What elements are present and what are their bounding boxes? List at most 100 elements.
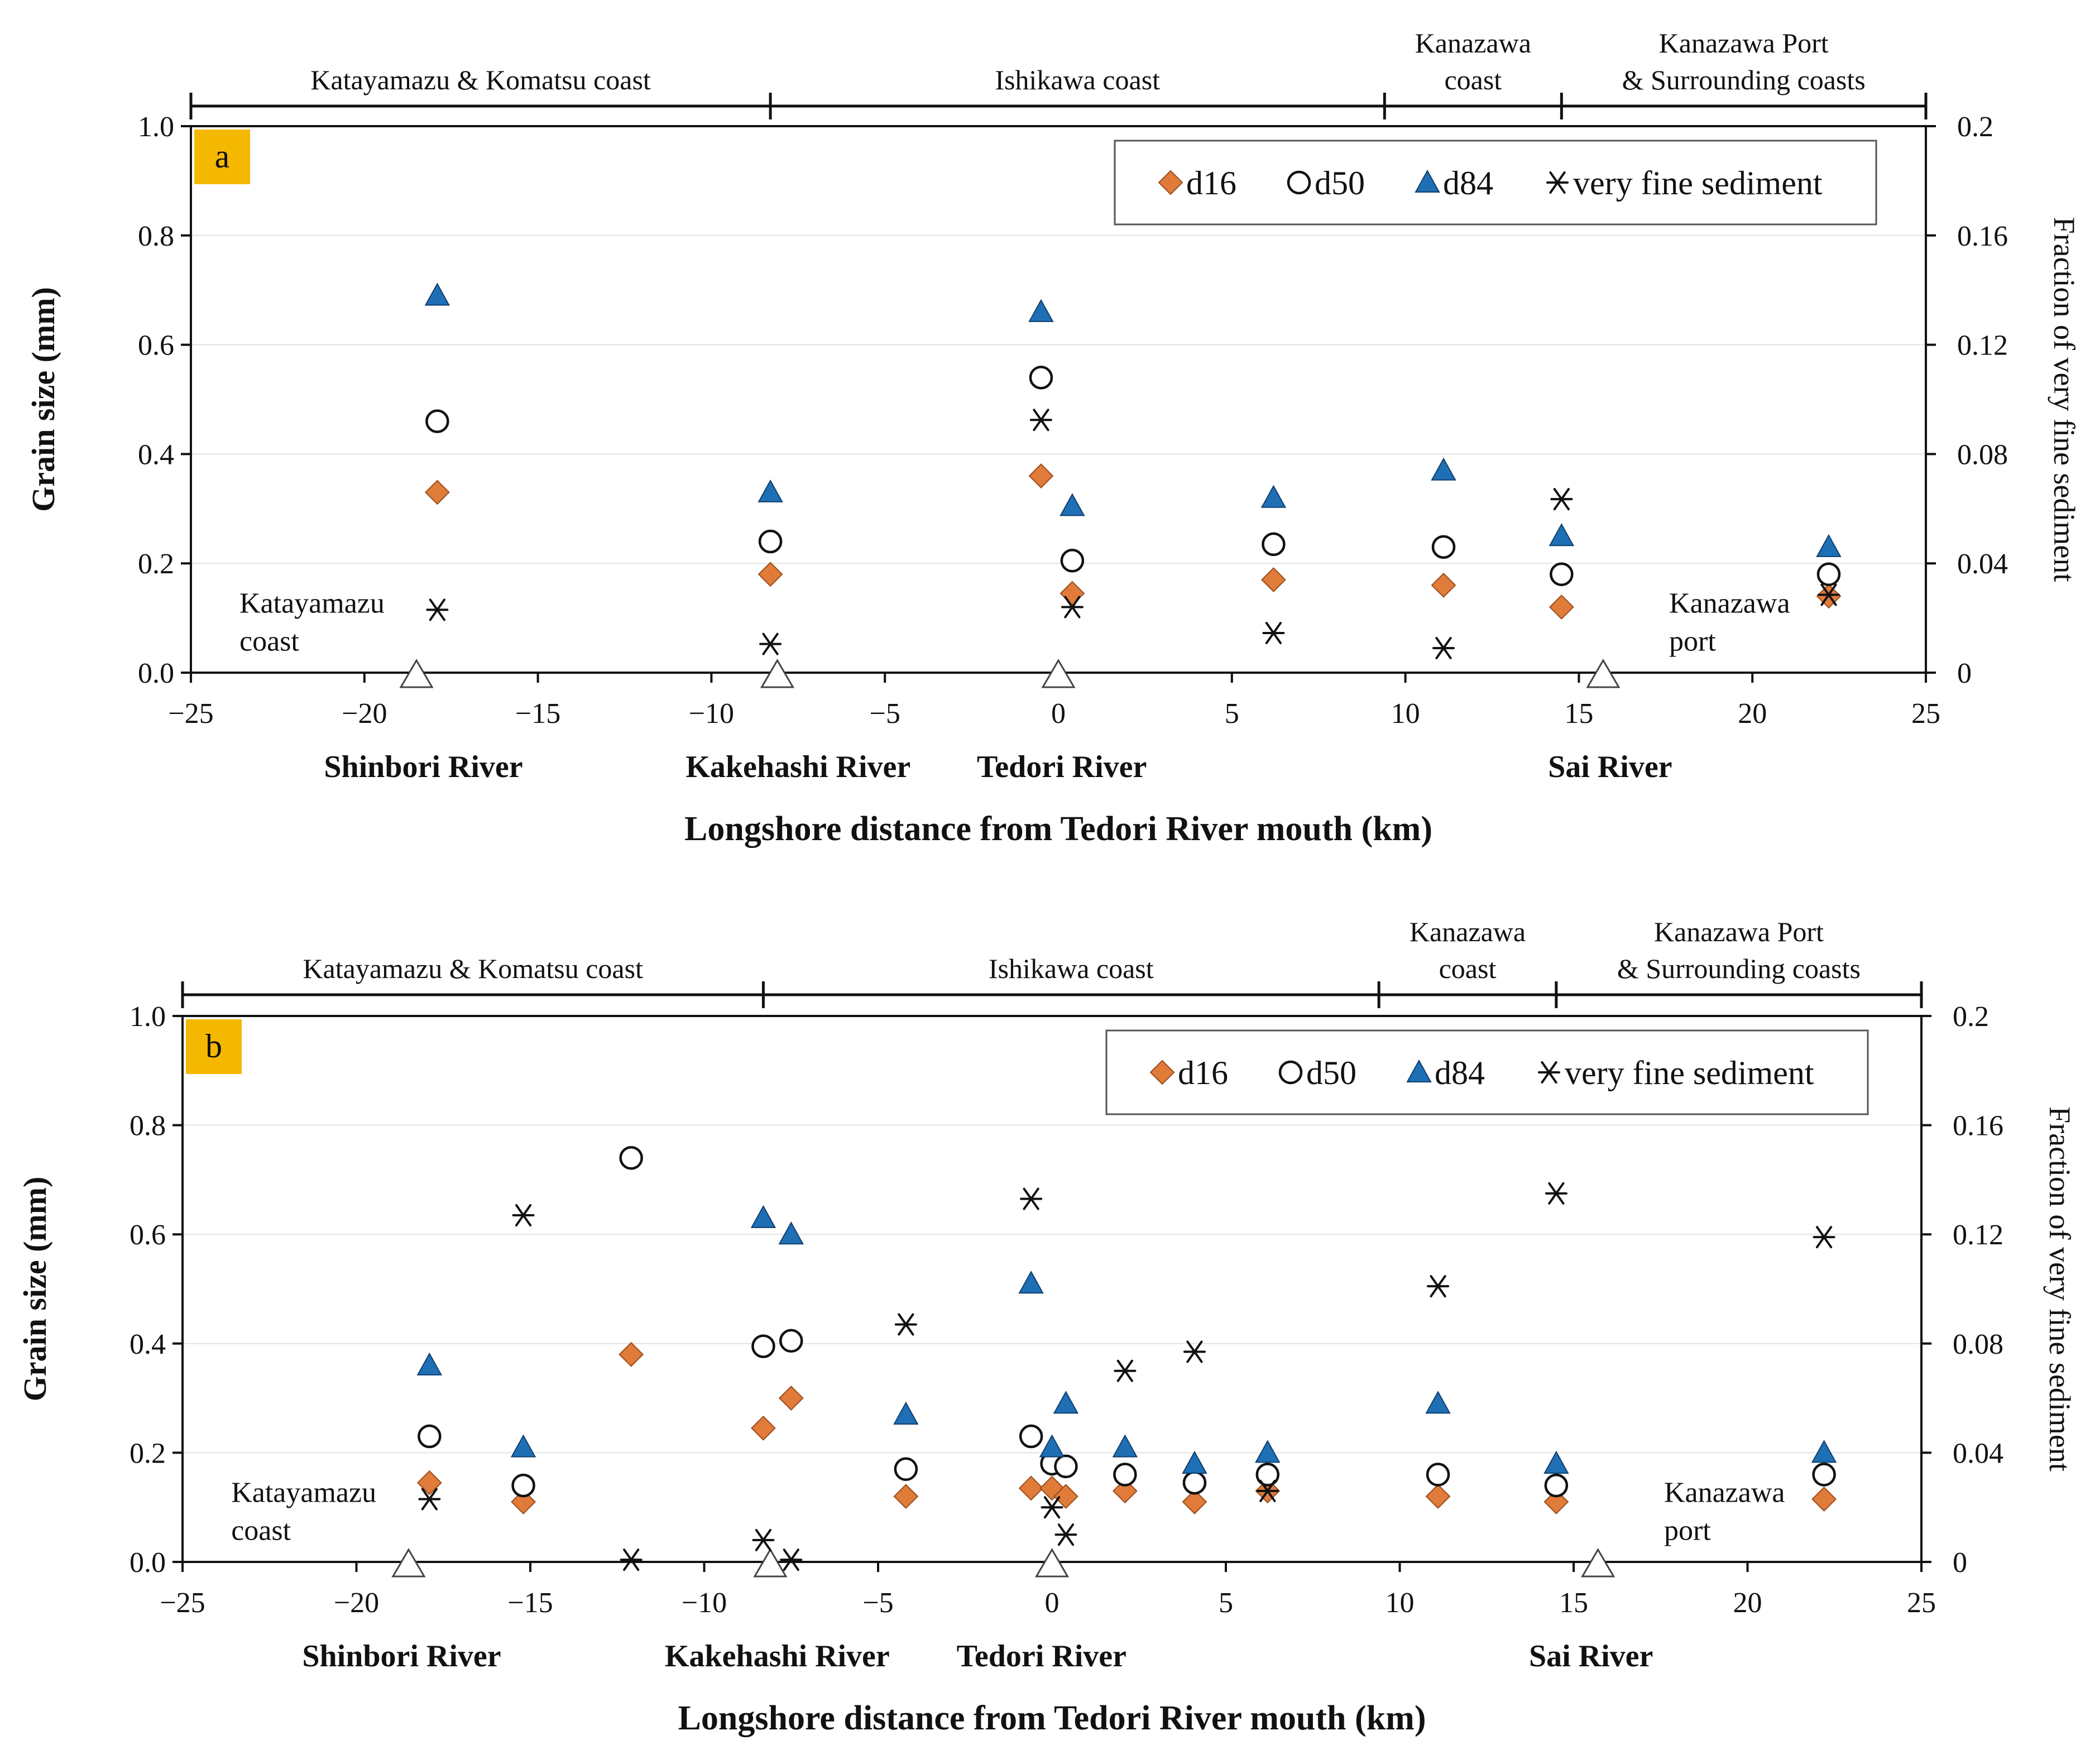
data-point-diamond <box>1018 1475 1044 1501</box>
data-point-triangle <box>1431 457 1456 481</box>
y2-tick-label: 0.08 <box>1957 439 2008 471</box>
data-point-circle <box>779 1329 803 1353</box>
river-label: Tedori River <box>957 1639 1127 1674</box>
y2-tick-label: 0.04 <box>1957 548 2008 580</box>
data-point-diamond <box>750 1415 776 1441</box>
data-point-triangle <box>1182 1450 1207 1474</box>
legend-marker-star <box>1538 1061 1560 1084</box>
data-point-star <box>418 1488 441 1511</box>
data-point-diamond <box>893 1484 919 1509</box>
data-point-diamond <box>416 1470 442 1495</box>
data-point-triangle <box>510 1434 536 1458</box>
y2-tick-label: 0.12 <box>1957 330 2008 362</box>
data-point-triangle <box>1028 299 1054 322</box>
legend-marker-star <box>1546 171 1569 194</box>
data-point-triangle <box>416 1352 443 1375</box>
data-point-triangle <box>1816 534 1842 557</box>
x-tick-label: 5 <box>1225 698 1239 730</box>
plot-annotation: Kanazawa <box>1669 587 1790 619</box>
x-tick-label: −20 <box>334 1587 379 1619</box>
y-tick-label: 1.0 <box>138 111 174 143</box>
y2-tick-label: 0.2 <box>1957 111 1993 143</box>
series-d84 <box>416 1205 1837 1474</box>
region-label: Kanazawa <box>1410 916 1526 947</box>
legend-label: d50 <box>1315 165 1365 202</box>
y2-tick-label: 0.04 <box>1953 1437 2003 1469</box>
x-tick-label: 10 <box>1386 1587 1415 1619</box>
y-axis-title: Grain size (mm) <box>17 1177 53 1402</box>
region-label: Kanazawa Port <box>1659 27 1829 59</box>
panel-label-box <box>186 1019 242 1074</box>
x-tick-label: −20 <box>342 698 387 730</box>
data-point-star <box>1813 1226 1835 1249</box>
y-tick-label: 0.0 <box>130 1547 166 1579</box>
legend-label: d16 <box>1178 1054 1228 1091</box>
river-label: Tedori River <box>977 750 1147 784</box>
data-point-circle <box>1544 1473 1569 1498</box>
x-tick-label: 5 <box>1219 1587 1233 1619</box>
data-point-diamond <box>511 1489 536 1514</box>
river-label: Sai River <box>1548 750 1672 784</box>
data-point-circle <box>894 1457 918 1481</box>
data-point-triangle <box>424 282 450 306</box>
data-point-star <box>1262 622 1285 645</box>
y2-axis-title: Fraction of very fine sediment <box>2043 1106 2077 1471</box>
data-point-triangle <box>1425 1391 1451 1414</box>
legend-marker-circle <box>1287 170 1311 195</box>
data-point-star <box>512 1204 535 1226</box>
river-mouth-icon <box>760 659 795 688</box>
data-point-triangle <box>1811 1440 1837 1463</box>
y-tick-label: 0.6 <box>130 1219 166 1251</box>
river-mouth-icon <box>1580 1548 1616 1578</box>
region-label: Kanazawa <box>1415 27 1531 59</box>
x-tick-label: 0 <box>1051 698 1066 730</box>
x-tick-label: 25 <box>1907 1587 1936 1619</box>
data-point-circle <box>1182 1470 1207 1495</box>
data-point-circle <box>751 1334 775 1358</box>
data-point-circle <box>1019 1424 1043 1449</box>
x-tick-label: 0 <box>1045 1587 1060 1619</box>
y2-axis-title: Fraction of very fine sediment <box>2048 217 2081 582</box>
river-mouth-icon <box>1041 659 1076 688</box>
y-tick-label: 1.0 <box>130 1001 166 1033</box>
data-point-circle <box>1816 562 1841 587</box>
y-tick-label: 0.0 <box>138 658 174 689</box>
y-tick-label: 0.2 <box>138 548 174 580</box>
data-point-diamond <box>1053 1484 1078 1509</box>
panel-a: Katayamazu & Komatsu coast Ishikawa coast… <box>25 27 2081 848</box>
region-label: & Surrounding coasts <box>1617 953 1861 984</box>
x-tick-label: −25 <box>168 698 213 730</box>
data-point-circle <box>425 409 449 433</box>
region-label: coast <box>1444 64 1502 95</box>
y2-tick-label: 0.12 <box>1953 1219 2003 1251</box>
x-tick-label: −5 <box>862 1587 893 1619</box>
data-point-star <box>1545 1182 1568 1205</box>
y-tick-label: 0.6 <box>138 330 174 362</box>
y2-tick-label: 0.08 <box>1953 1329 2003 1360</box>
data-point-triangle <box>1060 493 1085 516</box>
data-point-circle <box>1550 562 1574 587</box>
x-tick-label: −25 <box>160 1587 205 1619</box>
data-point-star <box>1550 488 1573 511</box>
data-point-star <box>1183 1340 1206 1363</box>
data-point-triangle <box>778 1221 804 1245</box>
data-point-diamond <box>1260 567 1286 592</box>
river-mouth-icon <box>391 1548 426 1578</box>
legend-label: very fine sediment <box>1565 1054 1814 1091</box>
y-tick-label: 0.2 <box>130 1437 166 1469</box>
data-point-diamond <box>1028 463 1054 488</box>
legend-marker-circle <box>1278 1060 1303 1085</box>
x-tick-label: 20 <box>1733 1587 1762 1619</box>
data-point-diamond <box>619 1341 644 1367</box>
panel-b: Katayamazu & Komatsu coast Ishikawa coast… <box>17 916 2077 1737</box>
data-point-star <box>426 598 449 621</box>
data-point-triangle <box>1112 1434 1138 1458</box>
legend-label: d16 <box>1186 165 1236 202</box>
y-tick-label: 0.4 <box>130 1329 166 1360</box>
data-point-triangle <box>758 479 783 502</box>
data-point-star <box>1427 1275 1450 1298</box>
legend-label: d50 <box>1306 1054 1356 1091</box>
data-point-triangle <box>1255 1440 1281 1463</box>
panel-label-text: a <box>215 138 230 175</box>
data-point-diamond <box>1431 572 1456 598</box>
